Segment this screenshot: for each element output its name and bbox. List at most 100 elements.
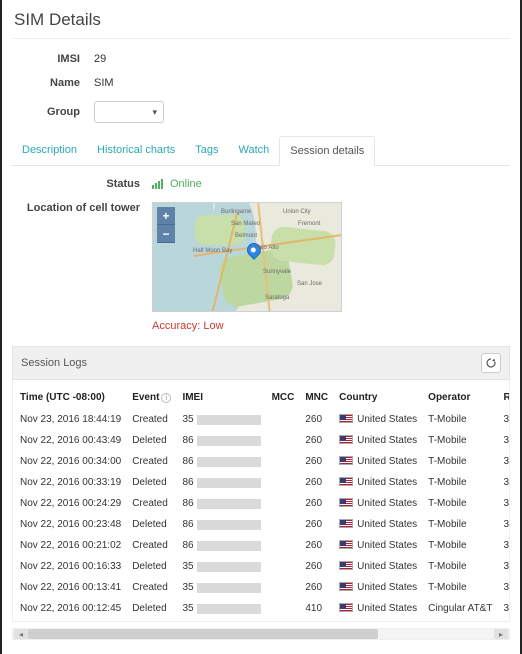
cell-operator: T-Mobile: [425, 535, 500, 556]
imei-redacted: [197, 541, 261, 551]
location-label: Location of cell tower: [12, 202, 152, 332]
chevron-down-icon: ▾: [152, 107, 157, 118]
cell-imei: 86: [179, 535, 268, 556]
cell-mnc: 410: [302, 598, 336, 619]
cell-tower-map[interactable]: + − San MateoFremontHalf Moon BayPalo Al…: [152, 202, 342, 312]
cell-mcc: [269, 493, 303, 514]
cell-mcc: [269, 577, 303, 598]
table-row[interactable]: Nov 22, 2016 00:21:02Created86260United …: [17, 535, 510, 556]
col-mcc[interactable]: MCC: [269, 386, 303, 409]
cell-event: Deleted: [129, 430, 179, 451]
session-logs-scroll[interactable]: Time (UTC -08:00) Eventi IMEI MCC MNC Co…: [12, 380, 510, 622]
cell-event: Created: [129, 577, 179, 598]
imei-redacted: [197, 499, 261, 509]
scroll-left-arrow-icon[interactable]: ◂: [14, 629, 28, 639]
tab-historical-charts[interactable]: Historical charts: [87, 136, 185, 166]
cell-operator: T-Mobile: [425, 472, 500, 493]
cell-radio: 3G or GSM: [500, 472, 510, 493]
refresh-button[interactable]: [481, 353, 501, 373]
cell-mnc: 260: [302, 430, 336, 451]
map-city-label: Burlingame: [221, 209, 251, 215]
col-imei[interactable]: IMEI: [179, 386, 268, 409]
cell-mcc: [269, 409, 303, 430]
table-row[interactable]: Nov 22, 2016 00:24:29Created86260United …: [17, 493, 510, 514]
table-row[interactable]: Nov 22, 2016 00:43:49Deleted86260United …: [17, 430, 510, 451]
cell-event: Deleted: [129, 556, 179, 577]
table-row[interactable]: Nov 22, 2016 00:33:19Deleted86260United …: [17, 472, 510, 493]
cell-time: Nov 22, 2016 00:16:33: [17, 556, 129, 577]
cell-country: United States: [336, 577, 425, 598]
table-header-row: Time (UTC -08:00) Eventi IMEI MCC MNC Co…: [17, 386, 510, 409]
cell-mnc: 260: [302, 514, 336, 535]
table-row[interactable]: Nov 22, 2016 00:34:00Created86260United …: [17, 451, 510, 472]
cell-operator: Cingular AT&T: [425, 598, 500, 619]
info-icon[interactable]: i: [161, 393, 171, 403]
horizontal-scrollbar[interactable]: ◂ ▸: [12, 628, 510, 640]
cell-mnc: 260: [302, 451, 336, 472]
cell-radio: 3G or GSM: [500, 493, 510, 514]
session-logs-table: Time (UTC -08:00) Eventi IMEI MCC MNC Co…: [17, 386, 510, 619]
session-logs-section: Session Logs Time (UTC -08:00) Eventi IM…: [12, 346, 510, 640]
col-radio[interactable]: Radio type: [500, 386, 510, 409]
session-logs-title: Session Logs: [21, 357, 87, 369]
col-country[interactable]: Country: [336, 386, 425, 409]
cell-radio: 3G or GSM: [500, 556, 510, 577]
zoom-in-button[interactable]: +: [157, 207, 175, 225]
status-value: Online: [170, 178, 202, 190]
cell-event: Created: [129, 535, 179, 556]
scroll-thumb[interactable]: [28, 629, 378, 639]
cell-country: United States: [336, 556, 425, 577]
cell-country: United States: [336, 472, 425, 493]
cell-mnc: 260: [302, 409, 336, 430]
us-flag-icon: [339, 603, 353, 612]
cell-country: United States: [336, 598, 425, 619]
cell-imei: 86: [179, 514, 268, 535]
tab-description[interactable]: Description: [12, 136, 87, 166]
cell-time: Nov 22, 2016 00:34:00: [17, 451, 129, 472]
cell-mnc: 260: [302, 472, 336, 493]
cell-event: Deleted: [129, 514, 179, 535]
imei-redacted: [197, 436, 261, 446]
tab-watch[interactable]: Watch: [229, 136, 280, 166]
cell-time: Nov 22, 2016 00:43:49: [17, 430, 129, 451]
cell-operator: T-Mobile: [425, 409, 500, 430]
cell-country: United States: [336, 451, 425, 472]
table-row[interactable]: Nov 22, 2016 00:13:41Created35260United …: [17, 577, 510, 598]
cell-imei: 35: [179, 409, 268, 430]
table-row[interactable]: Nov 22, 2016 00:16:33Deleted35260United …: [17, 556, 510, 577]
cell-country: United States: [336, 430, 425, 451]
us-flag-icon: [339, 582, 353, 591]
tab-tags[interactable]: Tags: [185, 136, 228, 166]
col-event[interactable]: Eventi: [129, 386, 179, 409]
cell-time: Nov 22, 2016 00:21:02: [17, 535, 129, 556]
cell-event: Created: [129, 409, 179, 430]
table-row[interactable]: Nov 22, 2016 00:12:45Deleted35410United …: [17, 598, 510, 619]
tab-session-details[interactable]: Session details: [279, 136, 375, 166]
table-row[interactable]: Nov 23, 2016 18:44:19Created35260United …: [17, 409, 510, 430]
map-city-label: Saratoga: [265, 295, 289, 301]
cell-mcc: [269, 514, 303, 535]
cell-radio: 3G or GSM: [500, 430, 510, 451]
cell-imei: 35: [179, 598, 268, 619]
scroll-track[interactable]: [28, 629, 494, 639]
imsi-value: 29: [94, 53, 106, 65]
cell-imei: 86: [179, 451, 268, 472]
refresh-icon: [485, 357, 497, 369]
cell-operator: T-Mobile: [425, 451, 500, 472]
scroll-right-arrow-icon[interactable]: ▸: [494, 629, 508, 639]
cell-operator: T-Mobile: [425, 430, 500, 451]
table-row[interactable]: Nov 22, 2016 00:23:48Deleted86260United …: [17, 514, 510, 535]
zoom-out-button[interactable]: −: [157, 225, 175, 243]
cell-time: Nov 23, 2016 18:44:19: [17, 409, 129, 430]
divider: [12, 38, 510, 39]
map-city-label: Fremont: [298, 221, 320, 227]
col-time[interactable]: Time (UTC -08:00): [17, 386, 129, 409]
group-select[interactable]: ▾: [94, 101, 164, 123]
us-flag-icon: [339, 414, 353, 423]
cell-mcc: [269, 430, 303, 451]
cell-event: Deleted: [129, 598, 179, 619]
col-mnc[interactable]: MNC: [302, 386, 336, 409]
cell-imei: 35: [179, 556, 268, 577]
group-label: Group: [18, 106, 94, 118]
col-operator[interactable]: Operator: [425, 386, 500, 409]
